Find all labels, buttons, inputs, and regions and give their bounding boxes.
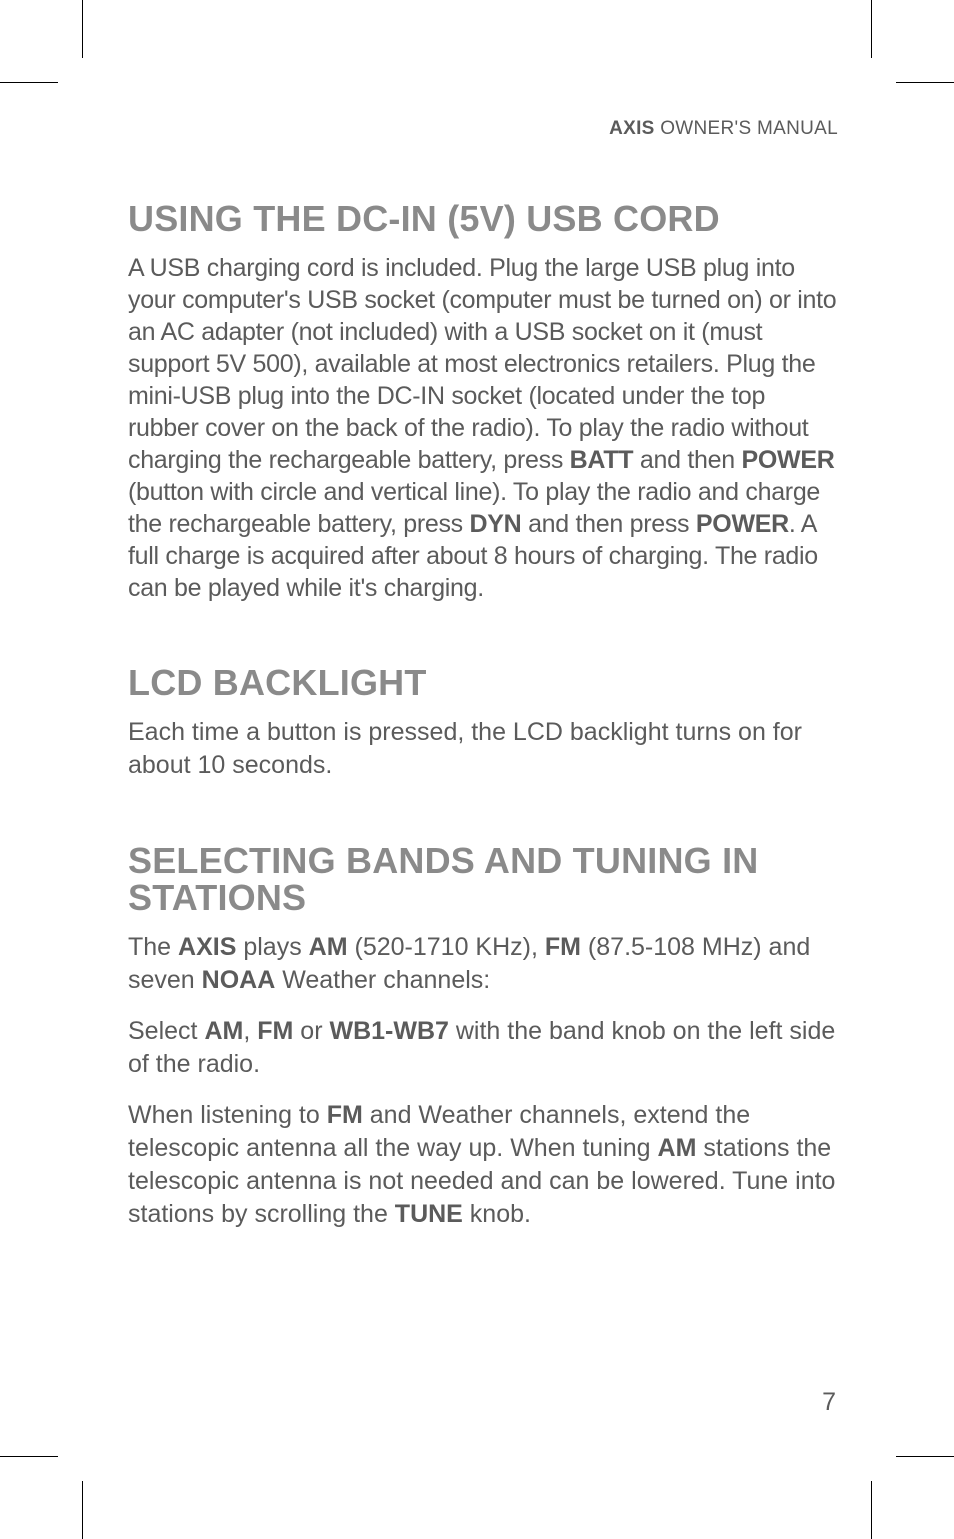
section-gap [128, 800, 838, 842]
text-run: Select [128, 1017, 204, 1045]
bold-term: TUNE [395, 1200, 463, 1228]
text-run: Weather channels: [275, 966, 490, 994]
text-run: A USB charging cord is included. Plug th… [128, 254, 836, 474]
text-run: , [243, 1017, 257, 1045]
bold-term: AM [204, 1017, 243, 1045]
text-run: and then [633, 446, 741, 474]
text-run: plays [236, 933, 308, 961]
running-header-suffix: OWNER'S MANUAL [655, 118, 838, 139]
page-number: 7 [822, 1388, 836, 1417]
text-run: knob. [463, 1200, 531, 1228]
bold-term: POWER [742, 446, 835, 474]
content-area: AXIS OWNER'S MANUAL USING THE DC-IN (5V)… [128, 118, 838, 1249]
body-paragraph: Select AM, FM or WB1-WB7 with the band k… [128, 1015, 838, 1081]
crop-mark [871, 0, 872, 58]
text-run: or [293, 1017, 329, 1045]
crop-mark [82, 1481, 83, 1539]
body-paragraph: Each time a button is pressed, the LCD b… [128, 716, 838, 782]
text-run: When listening to [128, 1101, 327, 1129]
bold-term: POWER [696, 510, 789, 538]
running-header: AXIS OWNER'S MANUAL [128, 118, 838, 140]
bold-term: BATT [570, 446, 634, 474]
bold-term: AM [658, 1134, 697, 1162]
crop-mark [896, 82, 954, 83]
crop-mark [871, 1481, 872, 1539]
body-paragraph: When listening to FM and Weather channel… [128, 1099, 838, 1231]
body-paragraph: The AXIS plays AM (520-1710 KHz), FM (87… [128, 931, 838, 997]
manual-page: AXIS OWNER'S MANUAL USING THE DC-IN (5V)… [0, 0, 954, 1539]
crop-mark [82, 0, 83, 58]
crop-mark [0, 1456, 58, 1457]
crop-mark [0, 82, 58, 83]
text-run: Each time a button is pressed, the LCD b… [128, 718, 802, 779]
section-title: USING THE DC-IN (5V) USB CORD [128, 200, 838, 238]
bold-term: AXIS [178, 933, 236, 961]
bold-term: DYN [470, 510, 522, 538]
text-run: (520-1710 KHz), [348, 933, 545, 961]
section-title: LCD BACKLIGHT [128, 664, 838, 702]
sections: USING THE DC-IN (5V) USB CORD A USB charg… [128, 200, 838, 1231]
brand-name: AXIS [609, 118, 655, 139]
text-run: The [128, 933, 178, 961]
bold-term: AM [309, 933, 348, 961]
section-title: SELECTING BANDS AND TUNING IN STATIONS [128, 842, 838, 918]
bold-term: FM [327, 1101, 363, 1129]
crop-mark [896, 1456, 954, 1457]
section-gap [128, 622, 838, 664]
bold-term: FM [545, 933, 581, 961]
body-paragraph: A USB charging cord is included. Plug th… [128, 252, 838, 604]
bold-term: NOAA [202, 966, 276, 994]
bold-term: WB1-WB7 [329, 1017, 448, 1045]
text-run: and then press [521, 510, 696, 538]
bold-term: FM [257, 1017, 293, 1045]
